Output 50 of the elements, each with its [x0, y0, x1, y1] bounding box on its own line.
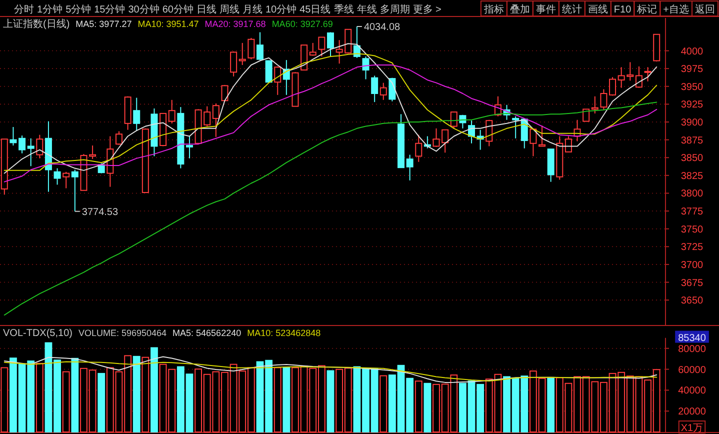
- y-tick-label: 60000: [678, 364, 706, 376]
- y-tick-label: 3900: [680, 117, 704, 128]
- bar: [36, 362, 44, 432]
- annotation: 4034.08: [364, 22, 401, 33]
- bar: [98, 372, 106, 432]
- bar: [62, 371, 70, 432]
- y-tick-label: 3925: [680, 100, 704, 111]
- y-tick-label: 3975: [680, 64, 704, 76]
- line-series: [4, 102, 658, 316]
- bar: [0, 367, 8, 432]
- bar: [414, 380, 422, 432]
- y-axis-title: X1万: [680, 423, 704, 434]
- chart-title: VOL-TDX(5,10): [3, 328, 72, 339]
- toolbar: 分时 1分钟 5分钟 15分钟 30分钟 60分钟 日线 周线 月线 10分钟 45日线 季线 年线 多周期 更多 > 指标 叠加 事件 统计 画线 F10 标记 +自选 返回: [0, 0, 719, 17]
- bar: [424, 382, 432, 432]
- text: 85340: [678, 332, 706, 344]
- bar: [71, 358, 79, 432]
- text: MA60: 3927.69: [272, 19, 333, 29]
- bar: [326, 370, 334, 432]
- annotation: 3774.53: [82, 206, 118, 218]
- chart-title: 上证指数(日线): [3, 18, 70, 30]
- line-series: [4, 361, 658, 382]
- y-tick-label: 40000: [678, 386, 706, 397]
- y-tick-label: 3700: [680, 260, 704, 271]
- y-tick-label: 4000: [680, 46, 704, 58]
- y-tick-label: 20000: [678, 406, 706, 418]
- y-tick-label: 3750: [680, 224, 704, 236]
- text: MA5: 3977.27: [76, 19, 132, 29]
- bar: [132, 356, 140, 432]
- bar: [150, 347, 158, 432]
- bar: [142, 356, 150, 432]
- bar: [282, 366, 290, 432]
- bar: [380, 375, 388, 432]
- y-tick-label: 3800: [680, 188, 704, 200]
- text: MA10: 3951.47: [138, 19, 199, 29]
- text: MA10: 523462848: [247, 328, 321, 338]
- y-tick-label: 3950: [680, 82, 704, 93]
- y-tick-label: 3875: [680, 135, 704, 146]
- y-tick-label: 3675: [680, 278, 704, 289]
- y-tick-label: 80000: [678, 344, 706, 355]
- y-tick-label: 3650: [680, 296, 704, 307]
- text: MA5: 546562240: [172, 328, 242, 338]
- bar: [274, 367, 282, 432]
- y-tick-label: 3850: [680, 153, 704, 164]
- y-tick-label: 3725: [680, 242, 704, 254]
- text: MA20: 3917.68: [204, 19, 266, 29]
- bar: [547, 376, 555, 432]
- y-tick-label: 3825: [680, 170, 704, 182]
- y-tick-label: 3775: [680, 206, 704, 218]
- chart-subtitle: VOLUME: 596950464: [78, 328, 167, 338]
